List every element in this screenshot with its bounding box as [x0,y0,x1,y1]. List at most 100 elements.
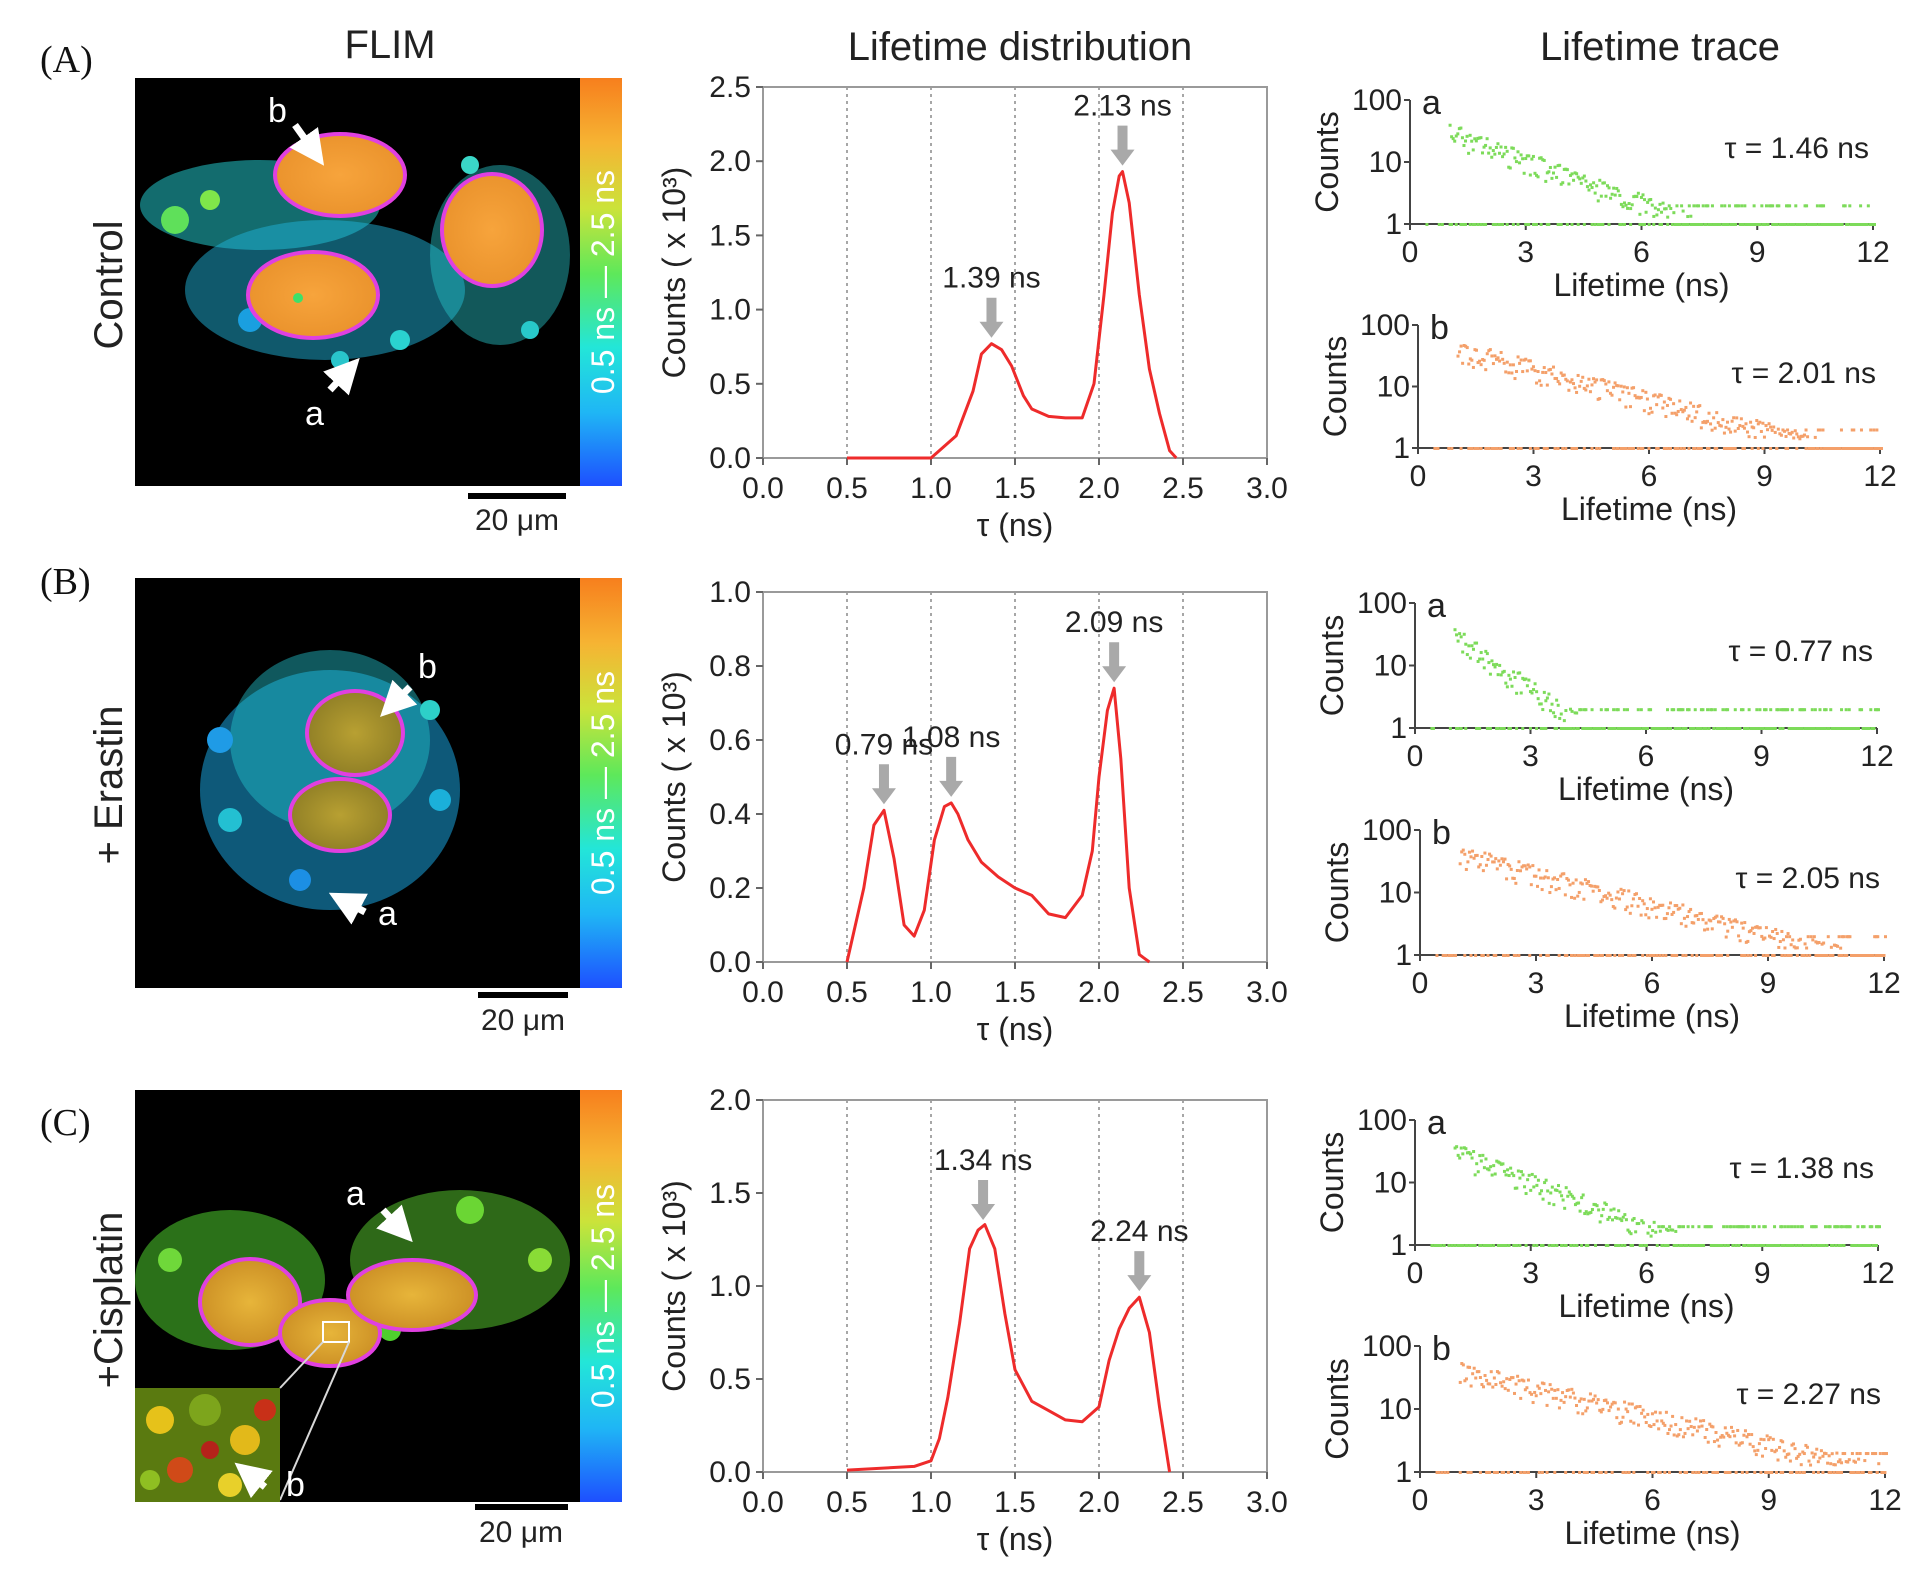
decay-point [1709,1244,1713,1247]
decay-point [1561,1198,1565,1202]
decay-point [1508,727,1512,730]
decay-point [1844,708,1848,712]
x-tick-label: 2.5 [1162,1486,1204,1519]
decay-point [1667,396,1671,400]
decay-point [1451,137,1455,141]
arrow-icon [376,1204,413,1243]
decay-point [1867,727,1871,730]
decay-point [1786,447,1790,450]
decay-point [1750,727,1754,730]
decay-point [1798,727,1802,730]
decay-point [1743,921,1747,925]
decay-point [1758,708,1762,712]
decay-point [1613,1401,1617,1405]
decay-point [1862,954,1866,957]
decay-point [1663,207,1667,211]
decay-point [1757,223,1761,226]
decay-point [1723,223,1727,226]
decay-point [1539,1392,1543,1396]
decay-point [1570,954,1574,957]
decay-point [1497,859,1501,863]
decay-point [1518,161,1522,165]
decay-point [1517,954,1521,957]
decay-point [1633,394,1637,398]
decay-point [1559,223,1563,226]
decay-point [1875,1471,1879,1474]
decay-point [1692,204,1696,208]
decay-point [1736,1225,1740,1229]
decay-point [1823,447,1827,450]
decay-point [1562,167,1566,171]
decay-point [1721,708,1725,712]
decay-point [1547,1201,1551,1205]
decay-point [1829,945,1833,949]
x-tick-label: 12 [1867,967,1900,1000]
decay-point [1538,1192,1542,1196]
decay-point [1778,432,1782,436]
x-tick-label: 3 [1522,1257,1539,1290]
decay-point [1729,223,1733,226]
decay-point [1581,727,1585,730]
decay-point [1696,447,1700,450]
decay-point [1482,1385,1485,1389]
y-tick-label: 1 [1393,432,1410,465]
decay-point [1726,1244,1730,1247]
decay-point [1808,223,1812,226]
decay-point [1822,941,1826,945]
decay-point [1781,727,1785,730]
colorbar-label: 0.5 ns — 2.5 ns [585,671,621,895]
decay-point [1528,727,1532,730]
decay-point [1530,1392,1534,1396]
decay-point [1567,1190,1571,1194]
decay-point [1556,1184,1560,1188]
decay-point [1699,911,1703,915]
decay-point [1636,727,1640,730]
decay-point [1809,447,1813,450]
decay-point [1753,435,1757,439]
decay-point [1724,425,1728,429]
decay-point [1834,944,1838,948]
decay-point [1605,896,1609,900]
decay-point [1522,864,1526,868]
decay-point [1493,665,1497,669]
decay-point [1567,727,1571,730]
decay-point [1876,447,1880,450]
decay-point [1454,223,1458,226]
decay-point [1795,954,1799,957]
decay-point [1757,926,1761,930]
decay-point [1456,727,1460,730]
decay-point [1611,905,1615,909]
decay-point [1625,905,1629,909]
decay-point [1465,134,1469,138]
decay-point [1437,223,1441,226]
decay-point [1802,223,1806,226]
decay-point [1519,358,1523,362]
decay-point [1610,1402,1614,1406]
decay-point [1499,727,1503,730]
decay-point [1575,727,1579,730]
decay-point [1553,715,1557,719]
decay-point [1732,447,1736,450]
nucleus-roi [278,1298,382,1368]
decay-point [1627,954,1631,957]
decay-point [1624,1471,1628,1474]
decay-point [1819,954,1823,957]
decay-point [1501,727,1505,730]
decay-point [1500,1471,1504,1474]
decay-point [1778,727,1782,730]
decay-point [1731,1429,1735,1433]
decay-point [1859,428,1863,432]
decay-point [1859,223,1863,226]
decay-point [1669,1228,1673,1232]
decay-point [1697,1425,1701,1429]
decay-point [1525,154,1529,158]
decay-point [1453,1244,1457,1247]
decay-point [1807,1459,1811,1463]
decay-point [1655,1419,1659,1423]
decay-point [1455,633,1459,637]
decay-point [1527,223,1531,226]
decay-point [1711,1244,1715,1247]
decay-point [1467,447,1471,450]
